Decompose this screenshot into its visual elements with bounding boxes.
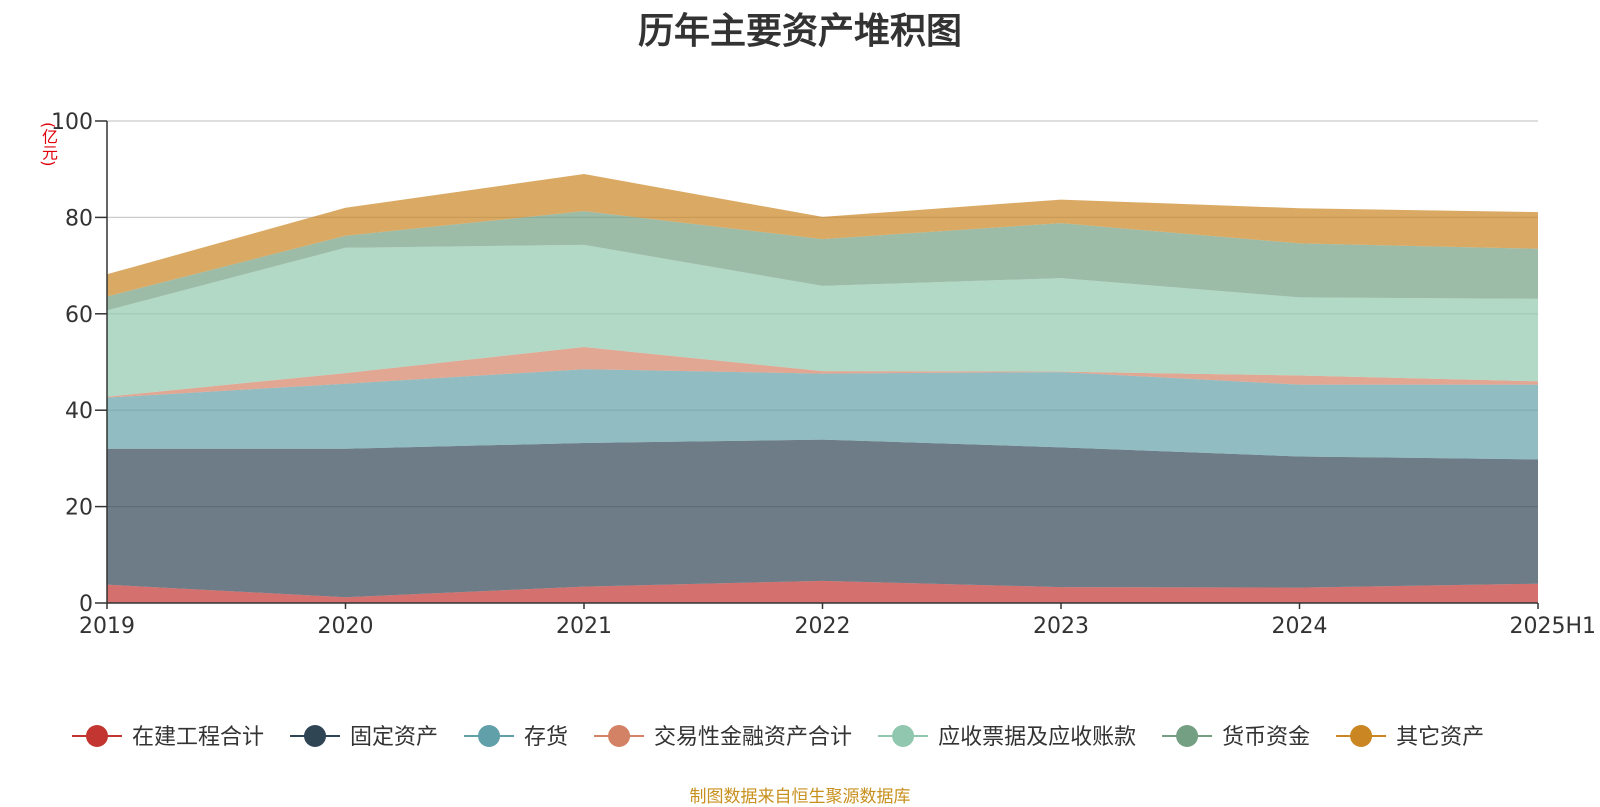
legend-marker-icon [304,725,327,747]
legend-marker-icon [1176,725,1199,747]
y-tick-label: 40 [65,399,93,424]
legend-marker-icon [478,725,501,747]
legend-marker-icon [892,725,915,747]
x-tick-label: 2022 [795,614,851,639]
legend-item-1[interactable]: 固定资产 [290,725,438,750]
chart-title: 历年主要资产堆积图 [637,11,962,52]
legend-label: 应收票据及应收账款 [938,725,1136,750]
y-tick-label: 80 [65,206,93,231]
legend-label: 固定资产 [350,725,438,750]
legend-label: 存货 [524,725,568,750]
area-series-1 [107,439,1538,598]
x-tick-label: 2024 [1272,614,1328,639]
area-series-2 [107,369,1538,460]
legend-item-3[interactable]: 交易性金融资产合计 [594,725,852,750]
x-tick-label: 2021 [556,614,612,639]
y-tick-label: 60 [65,303,93,328]
legend-item-0[interactable]: 在建工程合计 [72,725,264,750]
legend-label: 其它资产 [1396,725,1484,750]
legend-item-2[interactable]: 存货 [464,725,568,750]
x-tick-label: 2023 [1033,614,1089,639]
legend-item-4[interactable]: 应收票据及应收账款 [878,725,1136,750]
legend[interactable]: 在建工程合计 固定资产 存货 交易性金融资产合计 应收票据及应收账款 货币资金 其它资产 [72,725,1484,750]
y-axis-unit-label: (亿元) [39,122,58,167]
data-source-note: 制图数据来自恒生聚源数据库 [689,787,911,807]
y-tick-label: 20 [65,496,93,521]
legend-marker-icon [1350,725,1373,747]
legend-item-6[interactable]: 其它资产 [1336,725,1484,750]
legend-marker-icon [608,725,631,747]
legend-label: 货币资金 [1222,725,1310,750]
x-tick-label: 2025H1 [1509,614,1596,639]
y-tick-label: 100 [51,110,93,135]
area-series-group [107,174,1538,603]
legend-label: 在建工程合计 [132,725,264,750]
x-tick-label: 2019 [79,614,135,639]
area-series-3 [107,347,1538,398]
axes: 0 20 40 60 80 100 2019 2020 2021 2022 2023 2024 2025… [51,110,1596,639]
legend-label: 交易性金融资产合计 [654,725,852,750]
x-tick-label: 2020 [318,614,374,639]
legend-marker-icon [86,725,108,747]
area-series-4 [107,244,1538,397]
y-tick-label: 0 [79,592,93,617]
legend-item-5[interactable]: 货币资金 [1162,725,1310,750]
area-series-6 [107,174,1538,297]
area-series-0 [107,580,1538,603]
area-series-5 [107,211,1538,311]
